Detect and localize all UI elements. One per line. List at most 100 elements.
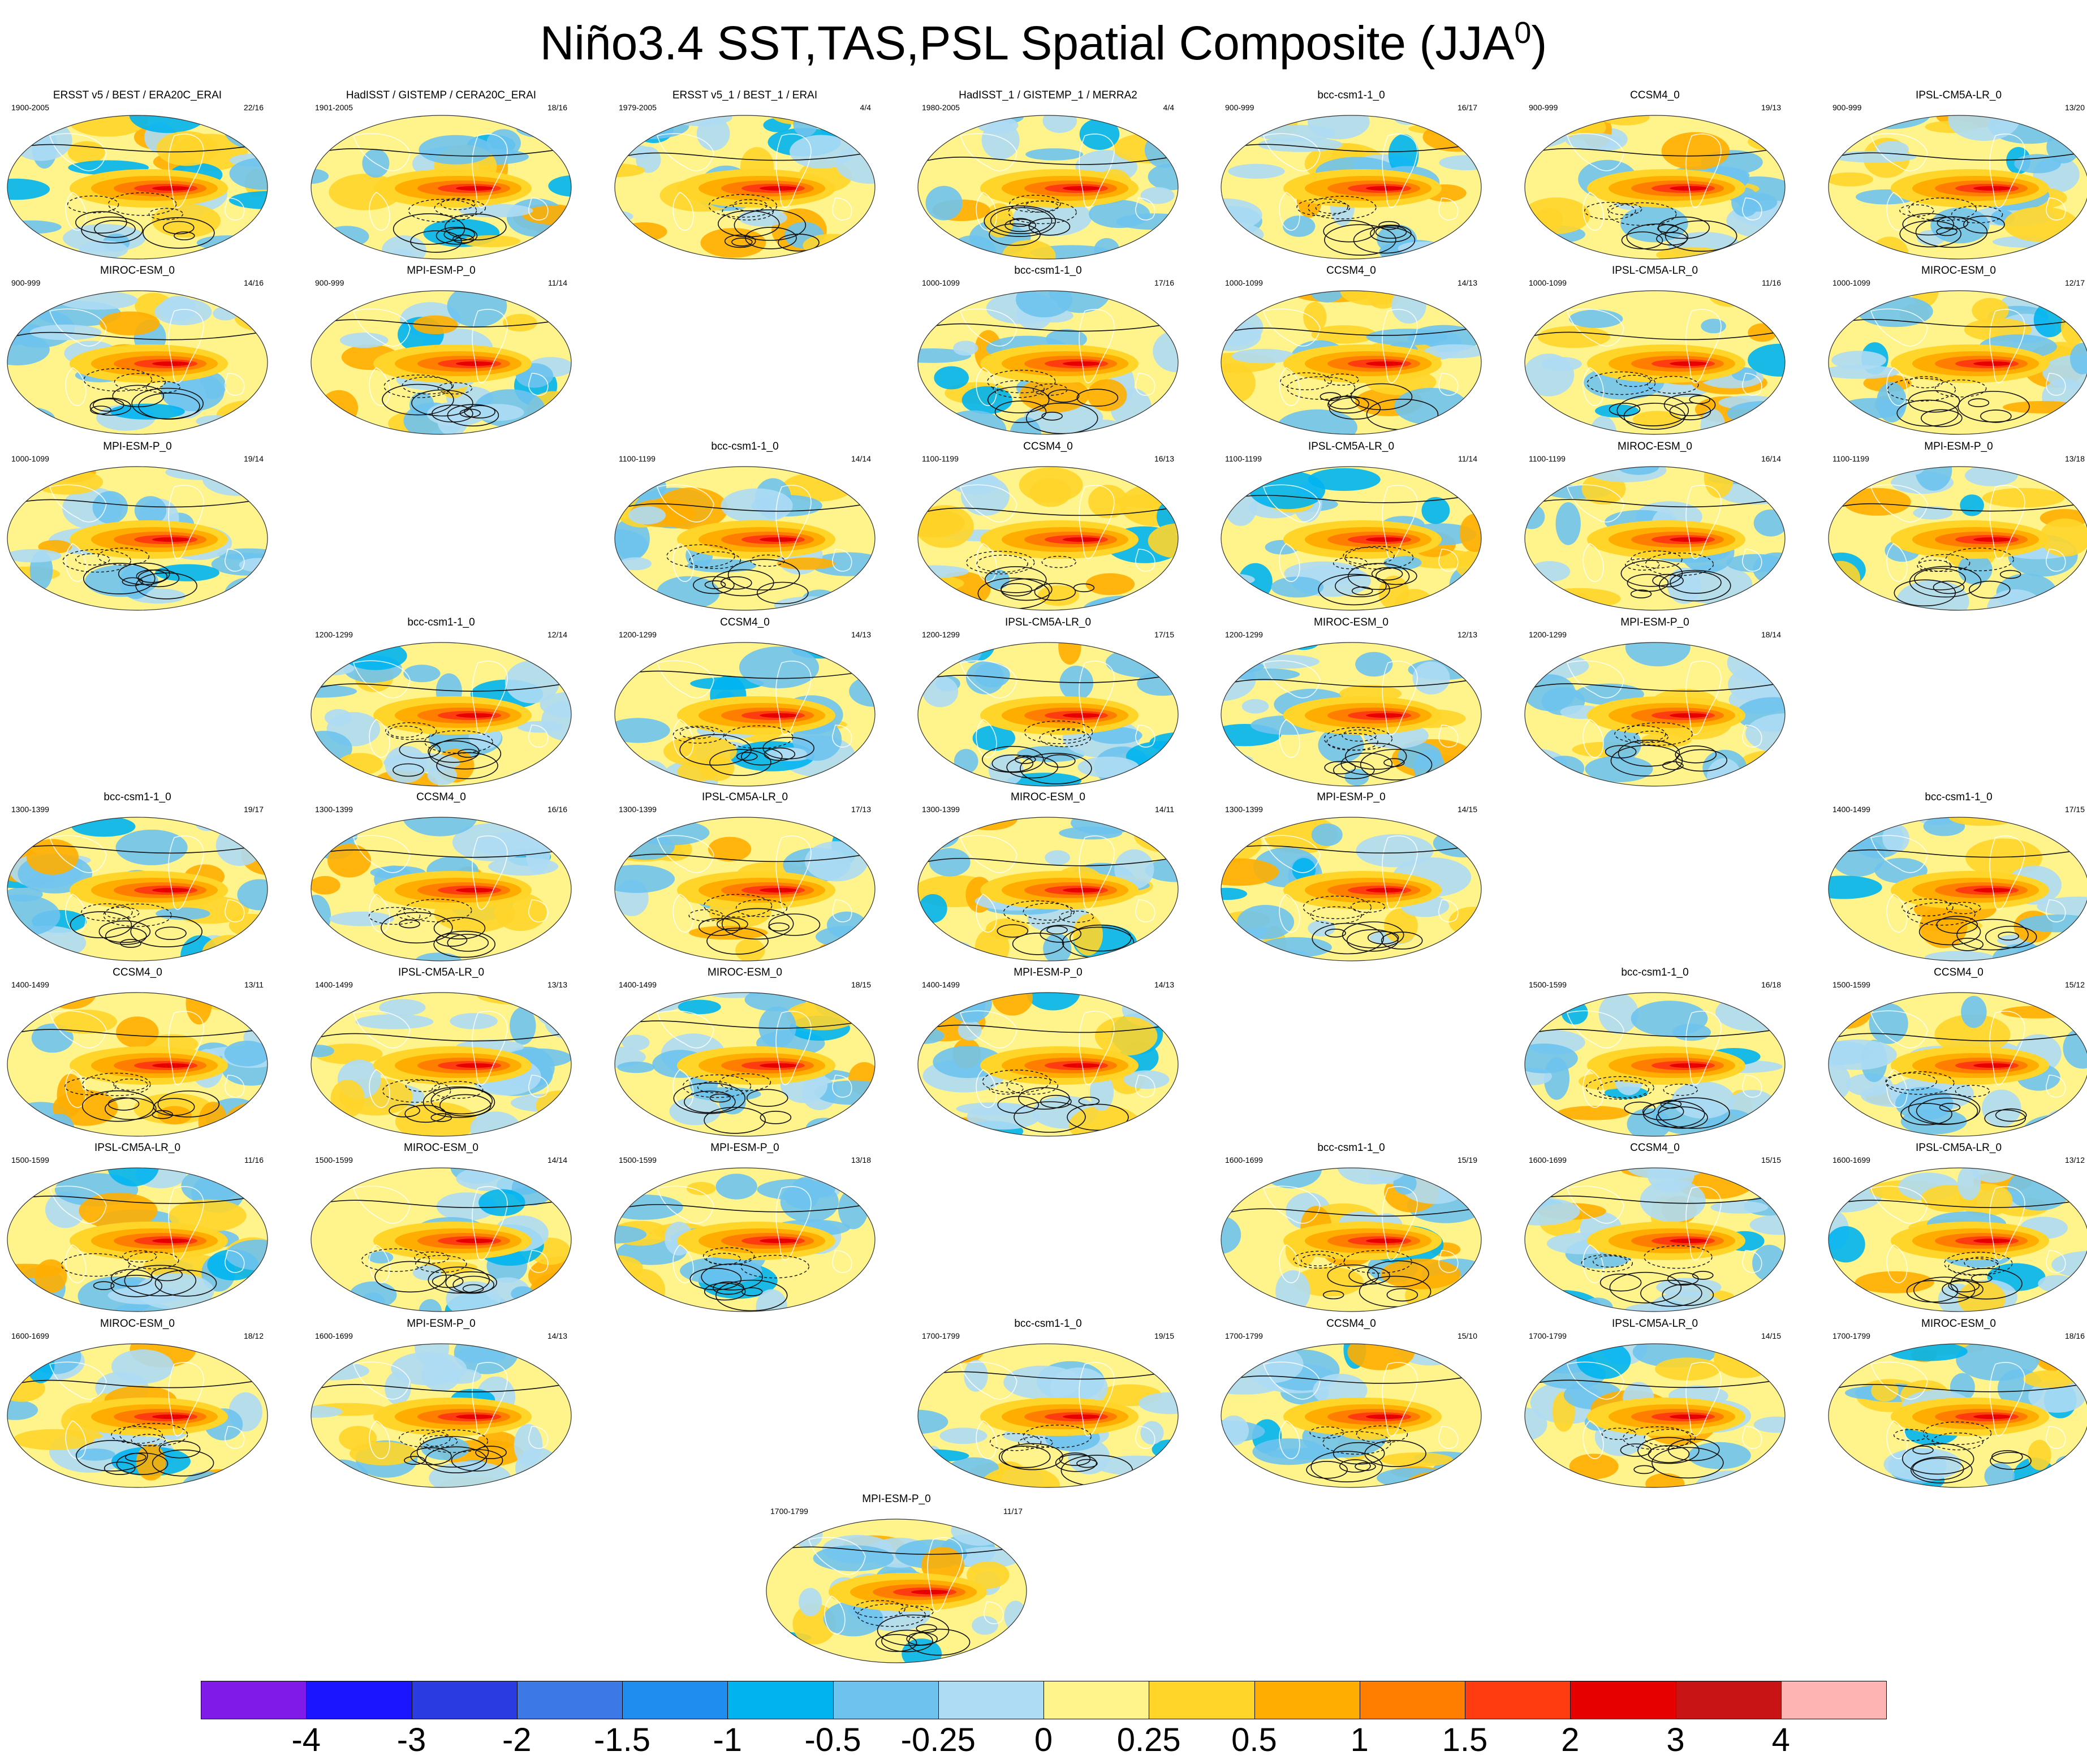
panel-count: 19/13: [1761, 103, 1781, 112]
panel-count: 11/14: [548, 278, 567, 287]
panel-count: 16/14: [1761, 454, 1781, 463]
panel-period: 1600-1699: [1832, 1155, 1870, 1165]
composite-map: [1828, 1343, 2087, 1488]
map-panel: IPSL-CM5A-LR_0 1300-1399 17/13: [612, 791, 878, 964]
map-panel: IPSL-CM5A-LR_0 1000-1099 11/16: [1522, 265, 1788, 437]
panel-title: CCSM4_0: [416, 791, 466, 803]
map-panel: IPSL-CM5A-LR_0 1100-1199 11/14: [1218, 441, 1484, 613]
map-panel: MIROC-ESM_0 1000-1099 12/17: [1826, 265, 2087, 437]
panel-title: MPI-ESM-P_0: [710, 1142, 779, 1154]
map-panel: MPI-ESM-P_0 1200-1299 18/14: [1522, 616, 1788, 789]
panel-period: 1000-1099: [1832, 278, 1870, 287]
map-panel: ERSST v5_1 / BEST_1 / ERAI 1979-2005 4/4: [612, 89, 878, 262]
composite-map: [1221, 290, 1482, 435]
colorbar-segment: [411, 1681, 518, 1719]
map-panel: bcc-csm1-1_0 900-999 16/17: [1218, 89, 1484, 262]
panel-count: 12/13: [1457, 630, 1477, 639]
map-panel: MIROC-ESM_0 1400-1499 18/15: [612, 967, 878, 1139]
colorbar-tick-label: -1: [713, 1722, 743, 1758]
panel-title: CCSM4_0: [1326, 265, 1376, 277]
panel-title: bcc-csm1-1_0: [1317, 1142, 1385, 1154]
panel-count: 12/14: [547, 630, 567, 639]
colorbar-segment: [1149, 1681, 1255, 1719]
panel-period: 1000-1099: [11, 454, 49, 463]
colorbar-segment: [201, 1681, 307, 1719]
composite-map: [7, 1167, 268, 1312]
composite-map: [311, 1167, 572, 1312]
panel-title: MPI-ESM-P_0: [103, 441, 172, 452]
map-panel: MPI-ESM-P_0 1300-1399 14/15: [1218, 791, 1484, 964]
colorbar-tick-label: -2: [502, 1722, 532, 1758]
panel-count: 11/14: [1458, 454, 1477, 463]
title-superscript: 0: [1514, 16, 1532, 50]
panel-count: 13/20: [2064, 103, 2085, 112]
colorbar-segment: [1780, 1681, 1887, 1719]
composite-map: [1524, 1167, 1786, 1312]
map-panel: CCSM4_0 1000-1099 14/13: [1218, 265, 1484, 437]
panel-count: 14/13: [1457, 278, 1477, 287]
panel-count: 12/17: [2064, 278, 2085, 287]
map-panel: CCSM4_0 1600-1699 15/15: [1522, 1142, 1788, 1314]
composite-map: [917, 642, 1179, 787]
panel-count: 19/14: [243, 454, 264, 463]
panel-count: 16/18: [1761, 980, 1781, 989]
map-panel: ERSST v5 / BEST / ERA20C_ERAI 1900-2005 22…: [5, 89, 270, 262]
panel-title: MIROC-ESM_0: [1618, 441, 1692, 452]
composite-map: [614, 992, 876, 1137]
figure-title: Niño3.4 SST,TAS,PSL Spatial Composite (J…: [0, 5, 2087, 71]
panel-period: 1500-1599: [315, 1155, 353, 1165]
map-panel: IPSL-CM5A-LR_0 1200-1299 17/15: [915, 616, 1181, 789]
panel-title: IPSL-CM5A-LR_0: [1915, 1142, 2002, 1154]
colorbar-tick-label: -4: [291, 1722, 321, 1758]
composite-map: [1524, 1343, 1786, 1488]
panel-count: 11/17: [1003, 1507, 1023, 1516]
panel-title: MPI-ESM-P_0: [1014, 967, 1083, 978]
panel-period: 1200-1299: [1225, 630, 1263, 639]
panel-title: MPI-ESM-P_0: [407, 1318, 476, 1330]
panel-count: 22/16: [243, 103, 264, 112]
panel-count: 17/13: [851, 805, 871, 814]
composite-map: [614, 817, 876, 961]
panel-count: 13/18: [2064, 454, 2085, 463]
panel-title: IPSL-CM5A-LR_0: [398, 967, 485, 978]
map-panel: HadISST_1 / GISTEMP_1 / MERRA2 1980-2005 4…: [915, 89, 1181, 262]
panel-period: 1400-1499: [11, 980, 49, 989]
map-panel: CCSM4_0 1400-1499 13/11: [5, 967, 270, 1139]
panel-count: 16/17: [1457, 103, 1477, 112]
panel-count: 14/15: [1457, 805, 1477, 814]
panel-period: 1100-1199: [619, 454, 656, 463]
map-panel: MPI-ESM-P_0 900-999 11/14: [308, 265, 574, 437]
composite-map: [1221, 817, 1482, 961]
composite-map: [1221, 115, 1482, 260]
composite-map: [311, 992, 572, 1137]
colorbar-segment: [727, 1681, 834, 1719]
panel-period: 900-999: [315, 278, 344, 287]
composite-map: [1828, 817, 2087, 961]
colorbar-tick-label: 3: [1666, 1722, 1685, 1758]
panel-title: IPSL-CM5A-LR_0: [1915, 89, 2002, 101]
panel-title: MPI-ESM-P_0: [1620, 616, 1689, 628]
panel-count: 19/15: [1154, 1331, 1174, 1340]
panel-title: HadISST / GISTEMP / CERA20C_ERAI: [346, 89, 537, 101]
panel-count: 18/16: [2064, 1331, 2085, 1340]
panel-title: ERSST v5_1 / BEST_1 / ERAI: [672, 89, 818, 101]
colorbar-segment: [938, 1681, 1044, 1719]
panel-title: MPI-ESM-P_0: [1317, 791, 1386, 803]
colorbar-segment: [1044, 1681, 1150, 1719]
panel-period: 900-999: [1225, 103, 1254, 112]
panel-period: 1300-1399: [315, 805, 353, 814]
panel-count: 14/14: [851, 454, 871, 463]
map-panel: MIROC-ESM_0 1600-1699 18/12: [5, 1318, 270, 1490]
panel-period: 1000-1099: [922, 278, 960, 287]
map-panel: CCSM4_0 1100-1199 16/13: [915, 441, 1181, 613]
map-panel: MPI-ESM-P_0 1100-1199 13/18: [1826, 441, 2087, 613]
colorbar-segment: [622, 1681, 728, 1719]
panel-count: 15/10: [1457, 1331, 1477, 1340]
panel-title: bcc-csm1-1_0: [1621, 967, 1689, 978]
composite-map: [311, 115, 572, 260]
map-panel: MPI-ESM-P_0 1500-1599 13/18: [612, 1142, 878, 1314]
panel-period: 1500-1599: [619, 1155, 657, 1165]
composite-map: [917, 466, 1179, 611]
panel-title: CCSM4_0: [1326, 1318, 1376, 1330]
panel-period: 1200-1299: [922, 630, 960, 639]
